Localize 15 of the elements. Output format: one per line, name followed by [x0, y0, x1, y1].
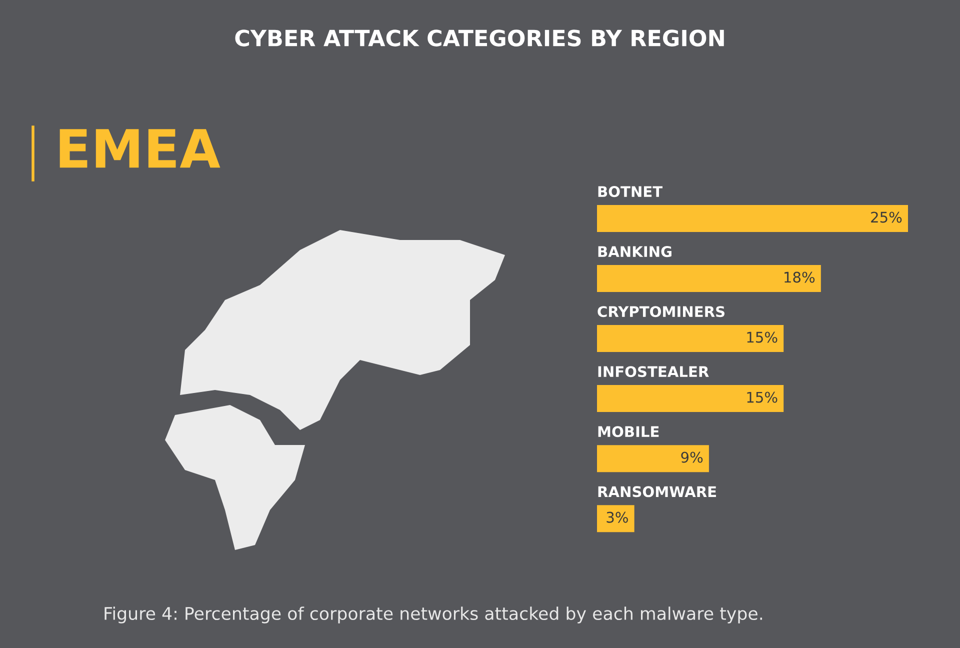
chart-title: CYBER ATTACK CATEGORIES BY REGION — [235, 30, 724, 46]
data-label: 9% — [681, 452, 703, 463]
data-label: 25% — [871, 212, 902, 223]
caption: Figure 4: Percentage of corporate networks attacked by each malware type. — [104, 606, 762, 624]
data-label: 15% — [747, 332, 778, 343]
y-tick-label: CRYPTOMINERS — [598, 306, 724, 318]
text: EMEA — [60, 129, 220, 168]
data-label: 15% — [747, 392, 778, 403]
y-tick-label: MOBILE — [598, 426, 659, 438]
y-tick-label: BOTNET — [598, 186, 662, 198]
data-label: 18% — [784, 272, 815, 283]
data-label: 3% — [606, 512, 628, 523]
y-tick-label: BANKING — [598, 246, 672, 258]
y-tick-label: RANSOMWARE — [598, 486, 716, 498]
y-tick-label: INFOSTEALER — [598, 366, 709, 378]
